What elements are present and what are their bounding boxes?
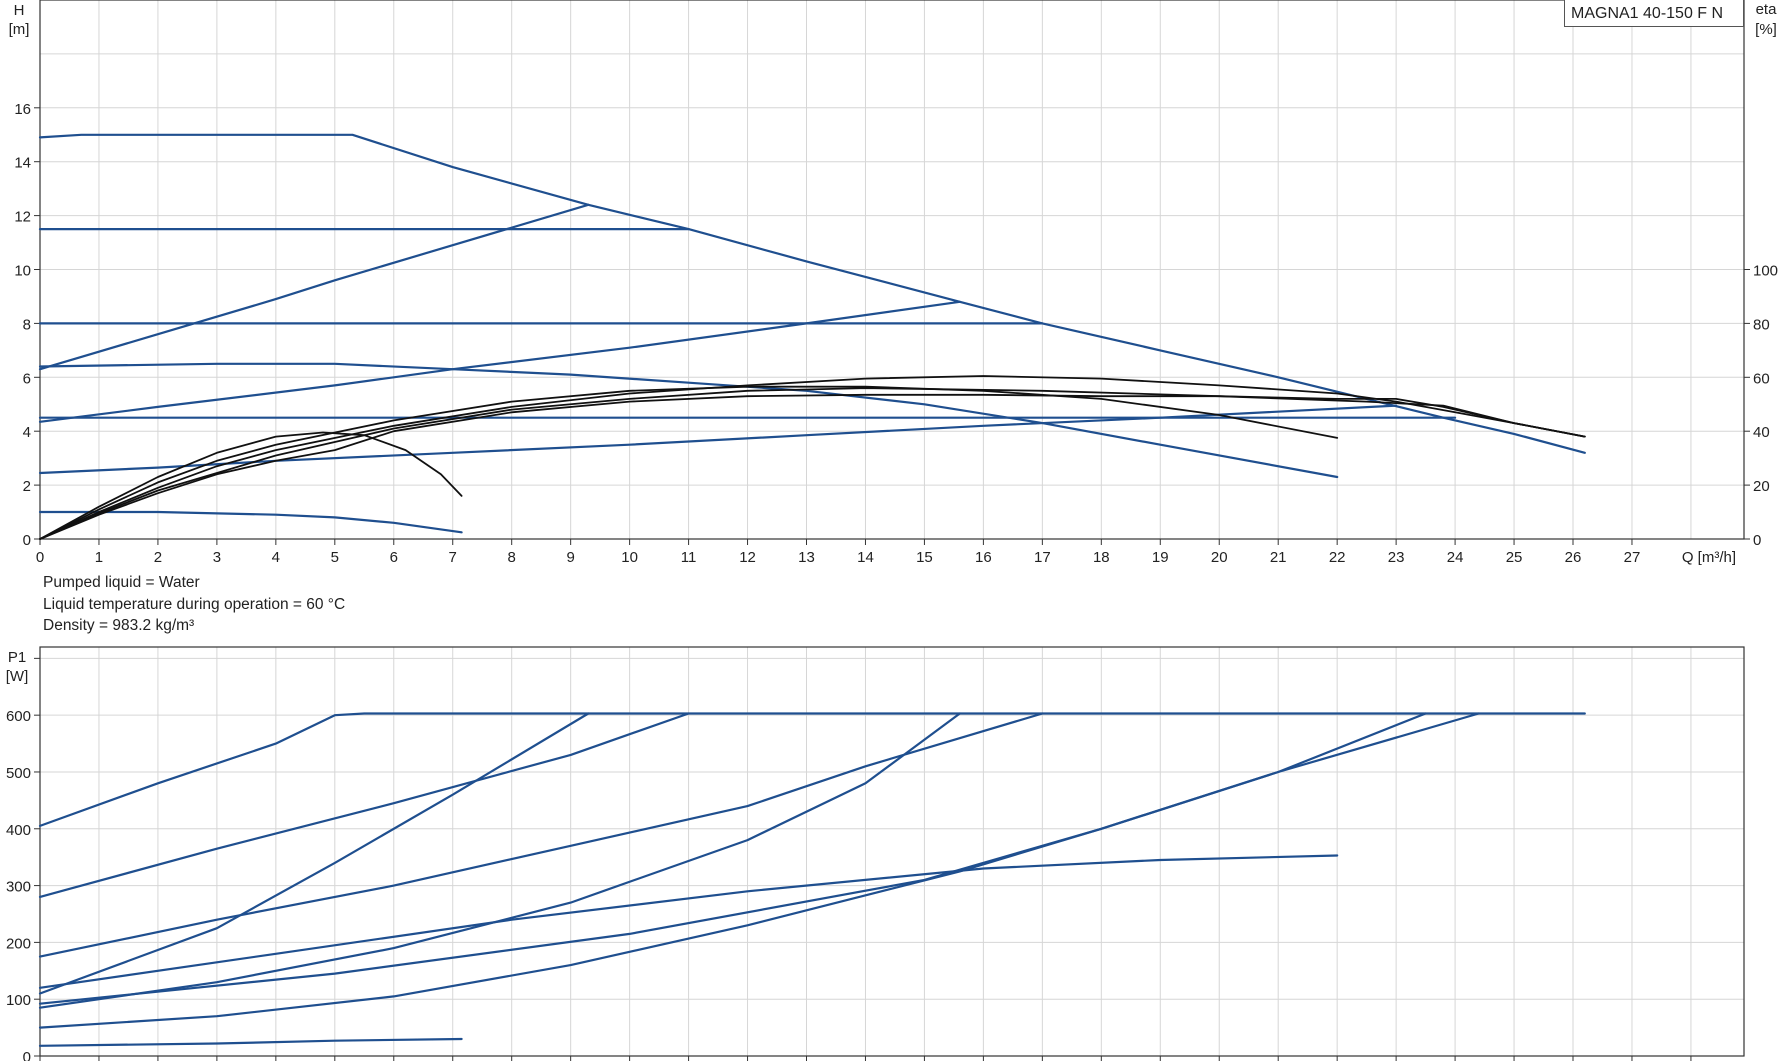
efficiency-curve-5 — [39, 387, 1586, 540]
x-tick-label: 13 — [798, 549, 815, 566]
x-tick-label: 14 — [857, 549, 874, 566]
y-axis-label-power: P1 — [8, 649, 26, 666]
legend-box: MAGNA1 40-150 F N — [1564, 0, 1744, 27]
y-tick-label-head: 0 — [23, 532, 31, 549]
x-tick-label: 0 — [36, 549, 44, 566]
x-tick-label: 9 — [566, 549, 574, 566]
x-tick-label: 24 — [1447, 549, 1464, 566]
y-axis-unit-head: [m] — [9, 21, 30, 38]
efficiency-curve-2 — [39, 385, 1339, 540]
x-tick-label: 3 — [213, 549, 221, 566]
y-axis-unit-power: [W] — [6, 668, 29, 685]
power-plot-frame — [39, 646, 1745, 1057]
x-tick-label: 23 — [1388, 549, 1405, 566]
head-curve-9 — [38, 510, 463, 534]
y-tick-label-power: 200 — [6, 935, 31, 952]
y-tick-label-head: 4 — [23, 424, 31, 441]
y-tick-label-head: 14 — [14, 155, 31, 172]
y-tick-label-eta: 100 — [1753, 263, 1778, 280]
x-tick-label: 22 — [1329, 549, 1346, 566]
x-tick-label: 16 — [975, 549, 992, 566]
x-tick-label: 4 — [272, 549, 280, 566]
x-tick-label: 25 — [1506, 549, 1523, 566]
x-tick-label: 7 — [449, 549, 457, 566]
x-tick-label: 1 — [95, 549, 103, 566]
x-tick-label: 12 — [739, 549, 756, 566]
y-tick-label-power: 0 — [23, 1049, 31, 1061]
x-tick-label: 5 — [331, 549, 339, 566]
note-pumped-liquid: Pumped liquid = Water — [43, 574, 200, 591]
y-tick-label-eta: 0 — [1753, 532, 1761, 549]
power-curve-1 — [38, 712, 1586, 827]
y-axis-unit-eta: [%] — [1755, 21, 1777, 38]
note-liquid-temperature: Liquid temperature during operation = 60… — [43, 596, 346, 613]
y-axis-label-head: H — [14, 2, 25, 19]
efficiency-curve-1 — [39, 431, 463, 540]
legend-label: MAGNA1 40-150 F N — [1571, 5, 1724, 22]
x-tick-label: 8 — [508, 549, 516, 566]
head-curve-3 — [38, 203, 590, 371]
x-tick-label: 10 — [621, 549, 638, 566]
y-tick-label-power: 400 — [6, 822, 31, 839]
y-tick-label-head: 2 — [23, 478, 31, 495]
x-tick-label: 6 — [390, 549, 398, 566]
power-curve-6 — [38, 854, 1339, 989]
x-tick-label: 2 — [154, 549, 162, 566]
y-axis-label-eta: eta — [1756, 1, 1778, 18]
power-curve-2 — [38, 712, 690, 898]
head-curve-8 — [38, 404, 1398, 475]
x-tick-label: 26 — [1565, 549, 1582, 566]
x-tick-label: 19 — [1152, 549, 1169, 566]
y-tick-label-eta: 60 — [1753, 370, 1770, 387]
head-curve-1 — [38, 133, 1586, 454]
y-tick-label-head: 16 — [14, 101, 31, 118]
y-tick-label-head: 12 — [14, 209, 31, 226]
power-curve-4 — [38, 712, 1044, 958]
y-tick-label-power: 500 — [6, 765, 31, 782]
y-tick-label-eta: 20 — [1753, 478, 1770, 495]
note-density: Density = 983.2 kg/m³ — [43, 617, 195, 634]
x-tick-label: 27 — [1624, 549, 1641, 566]
power-curve-9 — [38, 1037, 463, 1047]
x-tick-label: 18 — [1093, 549, 1110, 566]
y-tick-label-eta: 80 — [1753, 316, 1770, 333]
x-tick-label: 11 — [681, 549, 697, 566]
y-tick-label-head: 8 — [23, 316, 31, 333]
power-curve-8 — [38, 712, 1480, 1029]
y-tick-label-power: 600 — [6, 708, 31, 725]
y-tick-label-power: 300 — [6, 879, 31, 896]
y-tick-label-power: 100 — [6, 992, 31, 1009]
x-tick-label: 15 — [916, 549, 933, 566]
x-tick-label: 20 — [1211, 549, 1228, 566]
x-axis-label: Q [m³/h] — [1682, 549, 1736, 566]
efficiency-curve-4 — [39, 393, 1586, 540]
x-tick-label: 21 — [1270, 549, 1287, 566]
y-tick-label-eta: 40 — [1753, 424, 1770, 441]
power-curve-5 — [38, 712, 961, 1009]
y-tick-label-head: 10 — [14, 263, 31, 280]
x-tick-label: 17 — [1034, 549, 1051, 566]
head-curve-6 — [38, 362, 1339, 479]
y-tick-label-head: 6 — [23, 370, 31, 387]
power-curve-3 — [38, 712, 590, 995]
